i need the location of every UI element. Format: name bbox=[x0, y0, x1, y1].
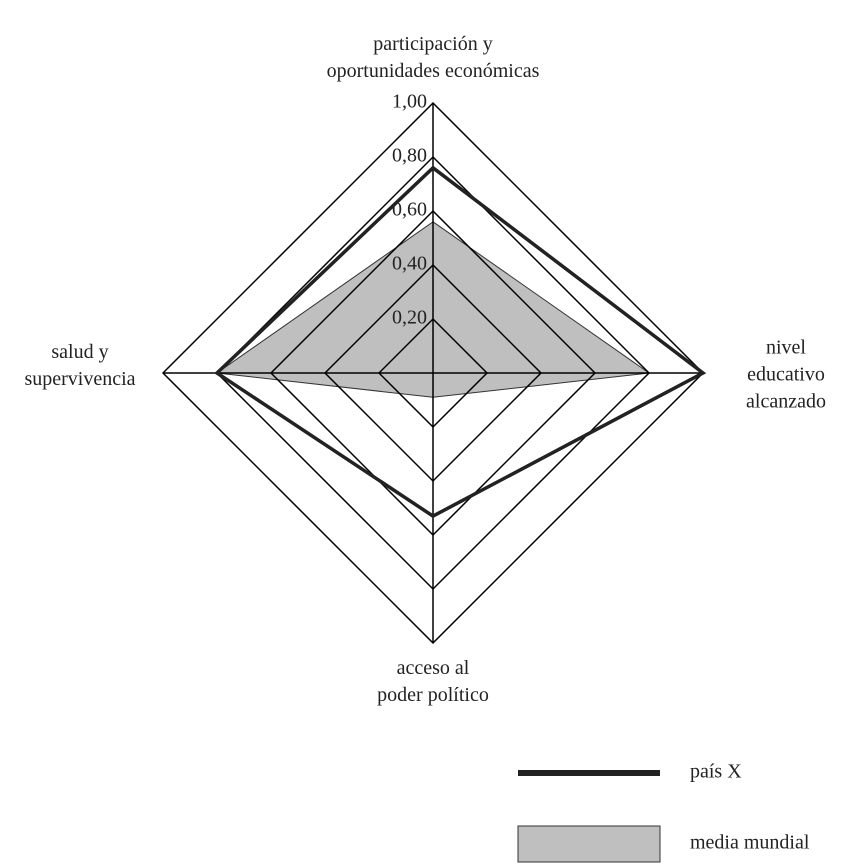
legend-label: media mundial bbox=[690, 832, 810, 854]
category-label: acceso al poder político bbox=[377, 657, 489, 706]
r-tick-label: 0,60 bbox=[392, 199, 427, 221]
r-tick-label: 1,00 bbox=[392, 91, 427, 113]
series-line bbox=[214, 165, 707, 519]
category-label: salud y supervivencia bbox=[24, 341, 136, 390]
category-label: nivel educativo alcanzado bbox=[746, 336, 826, 413]
legend-label: país X bbox=[690, 761, 742, 783]
legend-swatch bbox=[517, 825, 661, 863]
r-tick-label: 0,40 bbox=[392, 253, 427, 275]
r-tick-label: 0,80 bbox=[392, 145, 427, 167]
r-tick-label: 0,20 bbox=[392, 307, 427, 329]
category-label: participación y oportunidades económicas bbox=[326, 33, 540, 82]
